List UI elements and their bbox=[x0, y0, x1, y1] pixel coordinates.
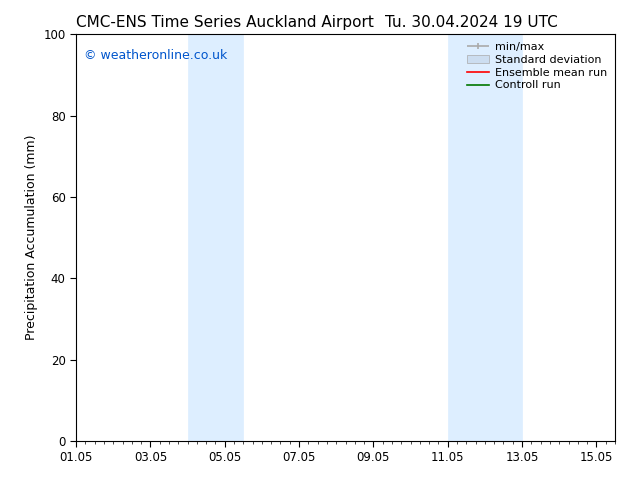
Text: © weatheronline.co.uk: © weatheronline.co.uk bbox=[84, 49, 228, 62]
Legend: min/max, Standard deviation, Ensemble mean run, Controll run: min/max, Standard deviation, Ensemble me… bbox=[465, 40, 609, 93]
Bar bbox=[188, 34, 243, 441]
Text: CMC-ENS Time Series Auckland Airport: CMC-ENS Time Series Auckland Airport bbox=[76, 15, 374, 30]
Text: Tu. 30.04.2024 19 UTC: Tu. 30.04.2024 19 UTC bbox=[385, 15, 558, 30]
Bar bbox=[448, 34, 522, 441]
Y-axis label: Precipitation Accumulation (mm): Precipitation Accumulation (mm) bbox=[25, 135, 38, 341]
